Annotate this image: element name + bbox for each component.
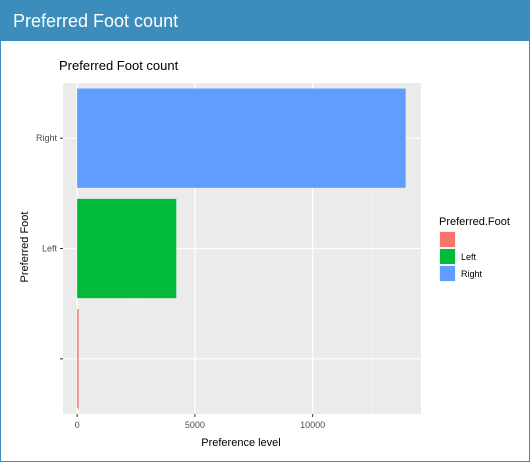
x-axis-label: Preference level: [201, 437, 281, 449]
bar-right: [77, 88, 406, 188]
bar-blank: [77, 309, 79, 409]
x-tick-label: 10000: [300, 420, 325, 430]
legend-title: Preferred.Foot: [439, 216, 510, 228]
panel-title: Preferred Foot count: [13, 11, 179, 31]
panel-header: Preferred Foot count: [1, 1, 529, 41]
y-tick-label: Left: [42, 244, 58, 254]
panel-body: Preferred Foot count Left Right 0 5000 10000…: [1, 41, 529, 461]
x-tick-label: 0: [75, 420, 80, 430]
legend-key-blank: [440, 232, 455, 247]
chart-title: Preferred Foot count: [59, 58, 179, 73]
bar-chart: Preferred Foot count Left Right 0 5000 10000…: [19, 58, 510, 449]
plot-area: Left Right 0 5000 10000: [36, 83, 421, 430]
legend-label: Right: [461, 269, 483, 279]
y-axis-label: Preferred Foot: [19, 212, 31, 283]
x-tick-label: 5000: [185, 420, 205, 430]
y-tick-label: Right: [36, 133, 58, 143]
bar-left: [77, 198, 177, 299]
legend-key-right: [440, 266, 455, 281]
legend-label: Left: [461, 252, 477, 262]
legend: Preferred.Foot Left Right: [439, 216, 510, 282]
legend-key-left: [440, 249, 455, 264]
